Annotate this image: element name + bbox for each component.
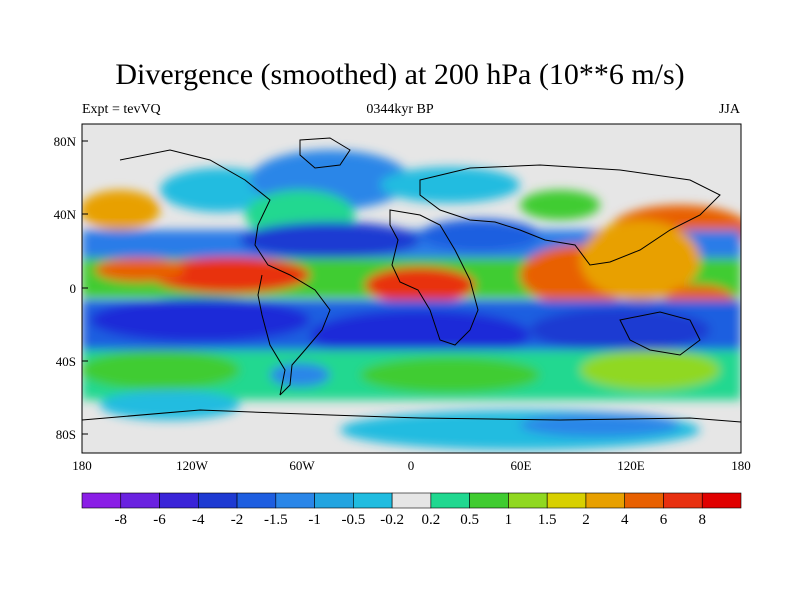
lon-tick-2: 60W [289,458,315,473]
colorbar-swatch [159,492,199,509]
lat-tick-3: 40S [56,354,76,369]
map-title: Divergence (smoothed) at 200 hPa (10**6 … [115,58,685,91]
colorbar-swatch [391,492,432,509]
colorbar-label: -4 [192,512,205,528]
colorbar-label: 1 [505,512,513,528]
lon-tick-0: 180 [72,458,92,473]
colorbar-swatch [469,492,509,509]
colorbar-label: -8 [115,512,128,528]
time-label: 0344kyr BP [366,102,434,117]
colorbar-label: -1 [308,512,321,528]
colorbar-swatch [585,492,626,509]
colorbar-swatch [430,492,470,509]
colorbar-swatch [120,492,160,509]
lat-tick-1: 40N [54,207,77,222]
colorbar-label: 4 [621,512,629,528]
lon-tick-1: 120W [176,458,209,473]
colorbar-swatch [546,492,587,509]
colorbar-swatch [701,492,742,509]
colorbar-swatch [236,492,277,509]
colorbar-label: -0.2 [380,512,404,528]
colorbar-label: 8 [698,512,706,528]
colorbar: -8 -6 -4 -2 -1.5 -1 -0.5 -0.2 0.2 0.5 1 1.5 2 4 6 8 [81,492,742,528]
lon-tick-5: 120E [617,458,645,473]
lat-axis: 80N 40N 0 40S 80S [54,134,88,442]
colorbar-label: -0.5 [341,512,365,528]
colorbar-label: 2 [582,512,590,528]
colorbar-swatch [275,492,315,509]
colorbar-swatch [353,492,393,509]
lat-tick-0: 80N [54,134,77,149]
colorbar-label: 1.5 [538,512,557,528]
colorbar-label: -6 [153,512,166,528]
lon-tick-6: 180 [731,458,751,473]
coastlines [82,137,741,423]
colorbar-label: 0.5 [460,512,479,528]
colorbar-label: -1.5 [264,512,288,528]
lat-tick-4: 80S [56,427,76,442]
season-label: JJA [718,102,740,117]
lat-tick-2: 0 [70,281,77,296]
colorbar-label: 0.2 [422,512,441,528]
colorbar-swatch [314,492,354,509]
colorbar-swatch [624,492,664,509]
colorbar-label: 6 [660,512,668,528]
lon-axis: 180 120W 60W 0 60E 120E 180 [72,458,751,473]
colorbar-swatch [508,492,548,509]
colorbar-swatch [663,492,703,509]
experiment-label: Expt = tevVQ [82,102,161,117]
lon-tick-4: 60E [511,458,532,473]
colorbar-label: -2 [231,512,244,528]
colorbar-swatch [197,492,238,509]
lon-tick-3: 0 [408,458,415,473]
colorbar-swatch [81,492,122,509]
divergence-field [82,124,741,453]
